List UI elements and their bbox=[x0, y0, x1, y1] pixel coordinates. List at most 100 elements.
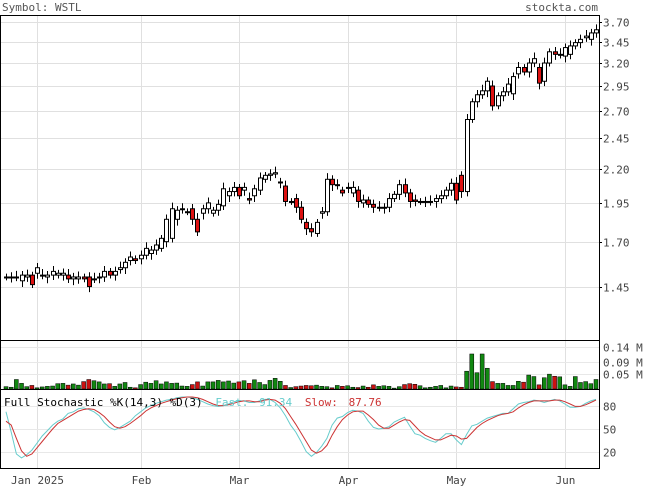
volume-bar bbox=[174, 382, 180, 390]
candle-body bbox=[351, 186, 356, 194]
candle-body bbox=[190, 208, 195, 220]
candle-body bbox=[159, 237, 164, 249]
candle-body bbox=[563, 47, 568, 57]
volume-bar bbox=[55, 383, 61, 390]
volume-bar bbox=[288, 387, 293, 390]
stochastic-axis: 80 50 20 bbox=[603, 401, 616, 460]
price-tick-label: 3.70 bbox=[603, 17, 630, 30]
volume-bar bbox=[50, 385, 55, 390]
volume-bar bbox=[536, 384, 542, 390]
candle-body bbox=[403, 184, 408, 194]
x-tick-label: Feb bbox=[132, 474, 152, 486]
volume-bar bbox=[469, 353, 475, 390]
volume-tick-label: 0.05 M bbox=[603, 369, 643, 382]
volume-bar bbox=[86, 379, 92, 390]
volume-bar bbox=[298, 385, 304, 390]
candle-body bbox=[237, 186, 242, 197]
candle-body bbox=[149, 249, 154, 255]
volume-tick-label: 0.14 M bbox=[603, 342, 643, 355]
volume-bar bbox=[567, 386, 573, 390]
volume-bar bbox=[91, 380, 97, 390]
volume-bar bbox=[117, 383, 123, 390]
candle-body bbox=[113, 270, 118, 276]
price-tick-label: 3.45 bbox=[603, 37, 630, 50]
volume-bar bbox=[474, 372, 480, 390]
candle-body bbox=[589, 32, 594, 40]
volume-bar bbox=[381, 385, 387, 390]
candle-body bbox=[92, 278, 97, 281]
candle-body bbox=[501, 91, 506, 97]
candle-body bbox=[232, 186, 237, 193]
volume-bar bbox=[319, 386, 324, 390]
candle-body bbox=[299, 206, 304, 220]
candle-body bbox=[294, 198, 299, 208]
slow-label: Slow: bbox=[305, 396, 338, 409]
volume-bar bbox=[510, 385, 516, 390]
candle-body bbox=[542, 62, 547, 82]
candle-body bbox=[511, 76, 516, 95]
candle-body bbox=[506, 83, 511, 93]
candle-body bbox=[35, 267, 40, 274]
candle-body bbox=[252, 188, 257, 197]
candle-body bbox=[154, 244, 159, 251]
volume-bar bbox=[65, 384, 71, 390]
volume-bar bbox=[3, 386, 9, 390]
candle-body bbox=[164, 218, 169, 243]
volume-bar bbox=[433, 386, 438, 390]
candle-body bbox=[283, 185, 288, 202]
candle-body bbox=[201, 208, 206, 214]
volume-bar bbox=[195, 381, 200, 390]
volume-bar bbox=[303, 385, 309, 390]
volume-bar bbox=[221, 381, 226, 390]
volume-bar bbox=[485, 367, 490, 390]
candle-body bbox=[195, 218, 200, 233]
candle-body bbox=[527, 62, 532, 73]
volume-bar bbox=[293, 386, 299, 390]
candle-body bbox=[439, 195, 444, 200]
volume-bar bbox=[231, 382, 236, 390]
stochastic-slow-line bbox=[5, 396, 597, 457]
candlesticks bbox=[4, 24, 599, 293]
volume-bar bbox=[345, 385, 350, 390]
candle-body bbox=[170, 208, 175, 239]
volume-bar bbox=[76, 384, 81, 390]
candle-body bbox=[206, 202, 211, 210]
candle-body bbox=[496, 95, 501, 107]
volume-bar bbox=[60, 383, 66, 390]
candle-body bbox=[82, 276, 87, 280]
candle-body bbox=[377, 206, 382, 209]
candle-body bbox=[475, 94, 480, 103]
volume-bar bbox=[29, 385, 35, 390]
candle-body bbox=[573, 42, 578, 47]
stochastic-tick-label: 20 bbox=[603, 447, 616, 460]
price-tick-label: 2.95 bbox=[603, 81, 630, 94]
volume-bar bbox=[8, 386, 14, 390]
volume-bar bbox=[257, 382, 262, 390]
volume-bar bbox=[267, 380, 273, 390]
candle-body bbox=[371, 203, 376, 208]
candle-body bbox=[118, 267, 123, 271]
candle-body bbox=[485, 80, 490, 92]
candle-body bbox=[123, 261, 128, 269]
volume-bar bbox=[350, 386, 356, 390]
candle-body bbox=[56, 272, 61, 276]
site-label: stockta.com bbox=[525, 1, 598, 14]
candle-body bbox=[273, 172, 278, 175]
candle-body bbox=[413, 199, 418, 202]
candle-body bbox=[66, 274, 71, 280]
candle-body bbox=[309, 228, 314, 233]
candle-body bbox=[361, 199, 366, 204]
candle-body bbox=[522, 66, 527, 73]
volume-bar bbox=[215, 380, 221, 390]
volume-bar bbox=[200, 385, 205, 390]
candle-body bbox=[537, 66, 542, 84]
candle-body bbox=[449, 182, 454, 191]
candle-body bbox=[97, 276, 102, 279]
volume-bar bbox=[334, 385, 340, 390]
volume-bar bbox=[102, 383, 107, 390]
volume-bar bbox=[246, 383, 252, 390]
candle-body bbox=[144, 247, 149, 256]
candle-body bbox=[558, 53, 563, 56]
candle-body bbox=[547, 51, 552, 64]
